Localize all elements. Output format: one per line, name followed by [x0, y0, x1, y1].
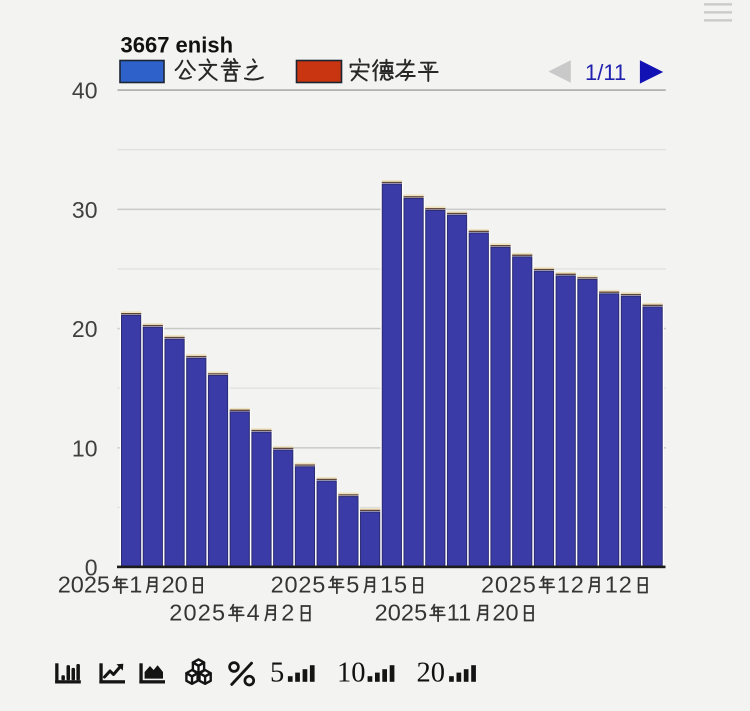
- svg-text:2025: 2025: [169, 600, 226, 626]
- svg-text:3667 enish: 3667 enish: [121, 33, 234, 58]
- svg-text:2025: 2025: [271, 572, 326, 598]
- svg-text:20: 20: [72, 316, 98, 342]
- svg-text:15: 15: [380, 572, 408, 598]
- svg-text:12: 12: [557, 572, 585, 598]
- svg-text:2025: 2025: [58, 572, 110, 598]
- svg-text:12: 12: [605, 572, 633, 598]
- svg-text:2025: 2025: [375, 600, 428, 626]
- svg-text:20: 20: [492, 600, 518, 626]
- svg-text:2025: 2025: [481, 572, 537, 598]
- svg-text:2: 2: [281, 600, 295, 626]
- svg-text:20: 20: [417, 658, 446, 689]
- svg-text:10: 10: [337, 658, 366, 689]
- svg-text:11: 11: [447, 600, 472, 626]
- svg-text:1: 1: [129, 572, 142, 598]
- svg-text:1/11: 1/11: [585, 60, 626, 85]
- svg-text:40: 40: [72, 78, 98, 104]
- svg-text:10: 10: [72, 435, 98, 461]
- svg-text:30: 30: [72, 197, 98, 223]
- svg-text:0: 0: [85, 555, 98, 581]
- svg-text:4: 4: [247, 600, 261, 626]
- svg-text:5: 5: [346, 572, 360, 598]
- svg-text:5: 5: [270, 658, 284, 689]
- svg-text:20: 20: [162, 572, 188, 598]
